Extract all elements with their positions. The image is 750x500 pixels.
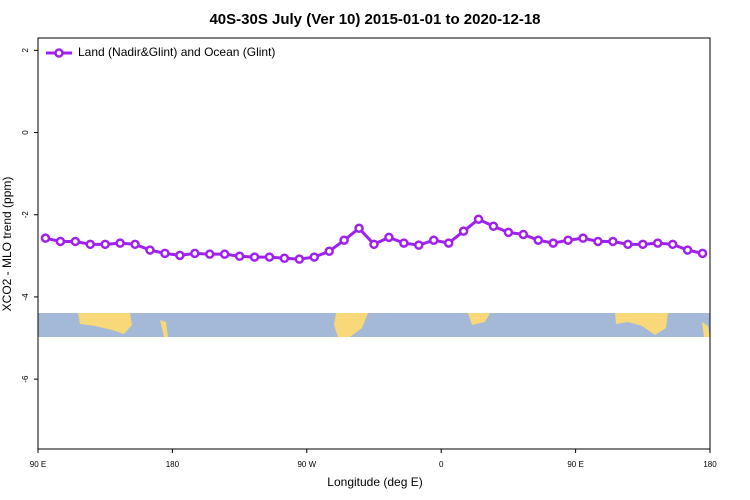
data-point: [354, 223, 364, 234]
data-point: [85, 239, 96, 250]
data-point: [70, 236, 81, 247]
x-tick-label: 180: [166, 460, 180, 469]
data-point: [130, 239, 140, 250]
data-point: [697, 248, 708, 259]
data-point: [190, 248, 200, 259]
x-tick-label: 90 E: [30, 460, 46, 469]
data-point: [100, 239, 110, 250]
map-strip: [38, 313, 710, 337]
data-point: [309, 252, 320, 262]
x-tick-label: 180: [703, 460, 717, 469]
data-point: [488, 221, 499, 231]
data-point: [563, 235, 573, 245]
data-point: [175, 250, 185, 261]
data-point: [324, 246, 334, 257]
data-point: [623, 239, 633, 250]
data-point: [473, 214, 484, 225]
data-point: [369, 239, 379, 250]
y-tick-label: -4: [21, 293, 30, 301]
data-point: [667, 239, 678, 250]
data-point: [145, 245, 155, 255]
data-point: [249, 252, 260, 262]
data-point: [428, 235, 439, 245]
data-point: [40, 233, 51, 243]
data-point: [384, 232, 394, 243]
y-tick-label: 2: [21, 48, 30, 53]
data-point: [593, 236, 603, 247]
x-tick-label: 90 E: [567, 460, 583, 469]
data-point: [294, 254, 305, 264]
x-axis-label: Longitude (deg E): [327, 475, 422, 489]
data-point: [339, 235, 349, 245]
data-point: [518, 229, 529, 240]
legend-marker: [54, 48, 64, 58]
data-point: [399, 238, 409, 248]
data-point: [55, 236, 66, 247]
data-point: [414, 240, 424, 250]
data-point: [443, 238, 454, 248]
data-point: [219, 249, 230, 259]
data-point: [279, 253, 290, 264]
data-point: [578, 233, 588, 243]
chart-title: 40S-30S July (Ver 10) 2015-01-01 to 2020…: [209, 11, 540, 28]
data-point: [234, 251, 245, 261]
y-tick-label: 0: [21, 130, 30, 135]
data-point: [682, 245, 693, 255]
data-point: [638, 239, 648, 250]
y-tick-label: -2: [21, 211, 30, 219]
data-point: [115, 238, 125, 248]
series-line: [45, 217, 703, 261]
data-point: [264, 252, 275, 262]
data-point: [503, 227, 514, 238]
data-point: [608, 236, 618, 247]
plot-frame: [37, 37, 711, 450]
x-tick-label: 0: [439, 460, 444, 469]
legend-label: Land (Nadir&Glint) and Ocean (Glint): [78, 45, 275, 59]
data-point: [652, 238, 663, 248]
data-point: [204, 249, 215, 259]
data-point: [533, 235, 544, 245]
data-point: [458, 226, 469, 236]
data-point: [548, 238, 558, 248]
x-tick-label: 90 W: [297, 460, 316, 469]
data-point: [160, 248, 170, 259]
y-axis-label: XCO2 - MLO trend (ppm): [0, 177, 14, 312]
y-tick-label: -6: [21, 375, 30, 383]
